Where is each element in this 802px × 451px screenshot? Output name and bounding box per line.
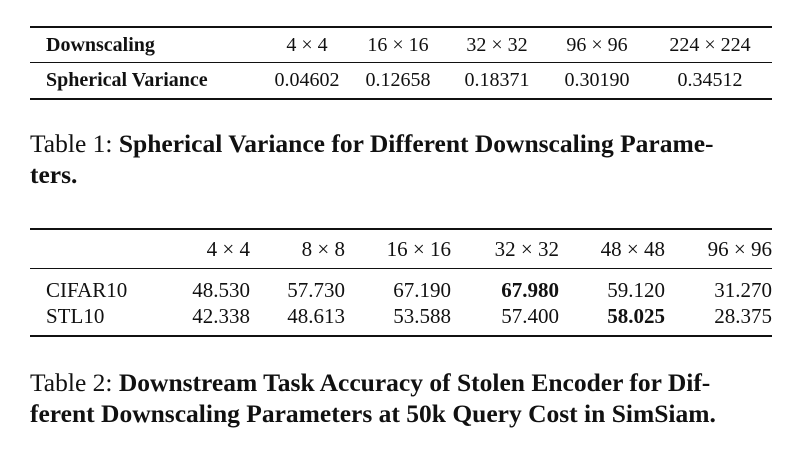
table-2-cell: 58.025 bbox=[607, 303, 665, 328]
table-1-cell: 0.34512 bbox=[677, 69, 743, 91]
table-1-header-label: Downscaling bbox=[46, 33, 155, 56]
table-1-column-header: 16 × 16 bbox=[367, 33, 429, 56]
caption-prefix: Table 1: bbox=[30, 129, 119, 158]
table-2-cell: 67.190 bbox=[393, 277, 451, 302]
table-2-column-header: 48 × 48 bbox=[600, 236, 665, 261]
table-1-column-header: 224 × 224 bbox=[669, 33, 751, 56]
caption-title: Downstream Task Accuracy of Stolen Encod… bbox=[118, 368, 711, 397]
table-2-cell: 57.400 bbox=[501, 303, 559, 328]
table-2-column-header: 8 × 8 bbox=[301, 236, 345, 261]
table-1-header-row: Downscaling 4 × 4 16 × 16 32 × 32 96 × 9… bbox=[30, 28, 772, 63]
table-2-cell: 48.613 bbox=[287, 303, 345, 328]
table-2-cell: 59.120 bbox=[607, 277, 665, 302]
table-2-column-header: 96 × 96 bbox=[707, 236, 772, 261]
table-1-data-row: Spherical Variance 0.04602 0.12658 0.183… bbox=[30, 63, 772, 98]
table-1-cell: 0.12658 bbox=[365, 69, 431, 91]
table-2-cell: 31.270 bbox=[714, 277, 772, 302]
table-1-cell: 0.30190 bbox=[564, 69, 630, 91]
caption-title: Spherical Variance for Different Downsca… bbox=[118, 129, 714, 158]
table-2-row-cifar10: CIFAR10 48.530 57.730 67.190 67.980 59.1… bbox=[30, 277, 772, 303]
table-2-column-header: 32 × 32 bbox=[494, 236, 559, 261]
table-2: 4 × 4 8 × 8 16 × 16 32 × 32 48 × 48 96 ×… bbox=[30, 228, 772, 337]
table-2-column-header: 16 × 16 bbox=[386, 236, 451, 261]
table-1-row-label: Spherical Variance bbox=[46, 69, 208, 91]
table-1-cell: 0.18371 bbox=[464, 69, 530, 91]
table-1-cell: 0.04602 bbox=[274, 69, 340, 91]
caption-prefix: Table 2: bbox=[30, 368, 119, 397]
table-1-caption: Table 1: Spherical Variance for Differen… bbox=[30, 128, 775, 190]
table-2-row-stl10: STL10 42.338 48.613 53.588 57.400 58.025… bbox=[30, 303, 772, 329]
table-2-column-header: 4 × 4 bbox=[206, 236, 250, 261]
table-2-cell: 48.530 bbox=[192, 277, 250, 302]
table-2-cell: 42.338 bbox=[192, 303, 250, 328]
table-2-cell: 57.730 bbox=[287, 277, 345, 302]
table-1: Downscaling 4 × 4 16 × 16 32 × 32 96 × 9… bbox=[30, 26, 772, 100]
table-1-column-header: 32 × 32 bbox=[466, 33, 528, 56]
caption-title-continued: ters. bbox=[30, 160, 78, 189]
table-2-header-row: 4 × 4 8 × 8 16 × 16 32 × 32 48 × 48 96 ×… bbox=[30, 230, 772, 269]
table-1-column-header: 96 × 96 bbox=[566, 33, 628, 56]
table-2-cell: 67.980 bbox=[501, 277, 559, 302]
table-1-column-header: 4 × 4 bbox=[286, 33, 328, 56]
table-2-row-label: CIFAR10 bbox=[46, 277, 128, 302]
table-2-row-label: STL10 bbox=[46, 303, 105, 328]
table-2-caption: Table 2: Downstream Task Accuracy of Sto… bbox=[30, 367, 775, 429]
caption-title-continued: ferent Downscaling Parameters at 50k Que… bbox=[30, 399, 716, 428]
table-2-cell: 28.375 bbox=[714, 303, 772, 328]
table-2-cell: 53.588 bbox=[393, 303, 451, 328]
